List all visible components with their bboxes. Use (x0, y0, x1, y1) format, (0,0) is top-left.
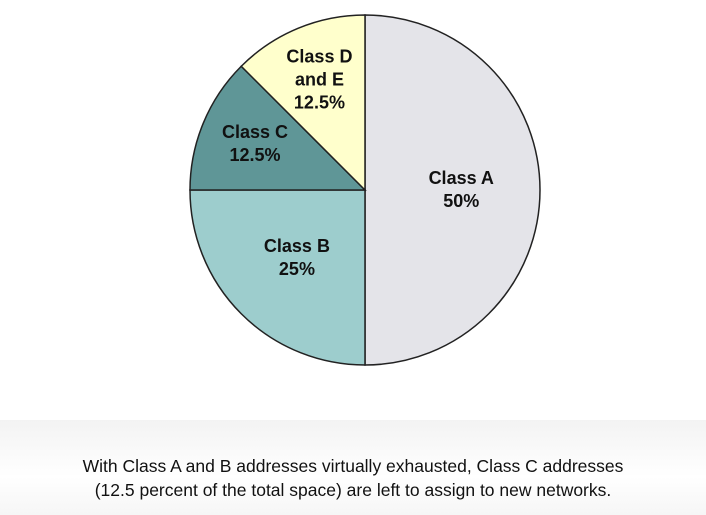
category-label: Class D and E (286, 46, 353, 90)
slice-label: Class D and E 12.5% (278, 46, 360, 115)
value-label: 50% (443, 191, 480, 211)
chart (189, 14, 541, 366)
pie-slice (364, 14, 541, 366)
value-label: 12.5% (293, 92, 345, 113)
pie-slice (189, 189, 366, 366)
category-label: Class B (263, 236, 330, 257)
category-label: Class A (428, 168, 494, 188)
caption: With Class A and B addresses virtually e… (0, 454, 706, 502)
slice-label: Class B 25% (237, 235, 357, 281)
caption-line: With Class A and B addresses virtually e… (82, 456, 624, 476)
footer: With Class A and B addresses virtually e… (0, 420, 706, 515)
slice-label: Class C 12.5% (214, 121, 296, 167)
pie-slice (240, 14, 366, 192)
value-label: 12.5% (229, 145, 281, 166)
slice-label: Class A 50% (401, 167, 521, 213)
pie-slice (189, 65, 367, 191)
category-label: Class C (222, 122, 289, 143)
caption-line: (12.5 percent of the total space) are le… (94, 480, 612, 500)
value-label: 25% (278, 259, 315, 280)
